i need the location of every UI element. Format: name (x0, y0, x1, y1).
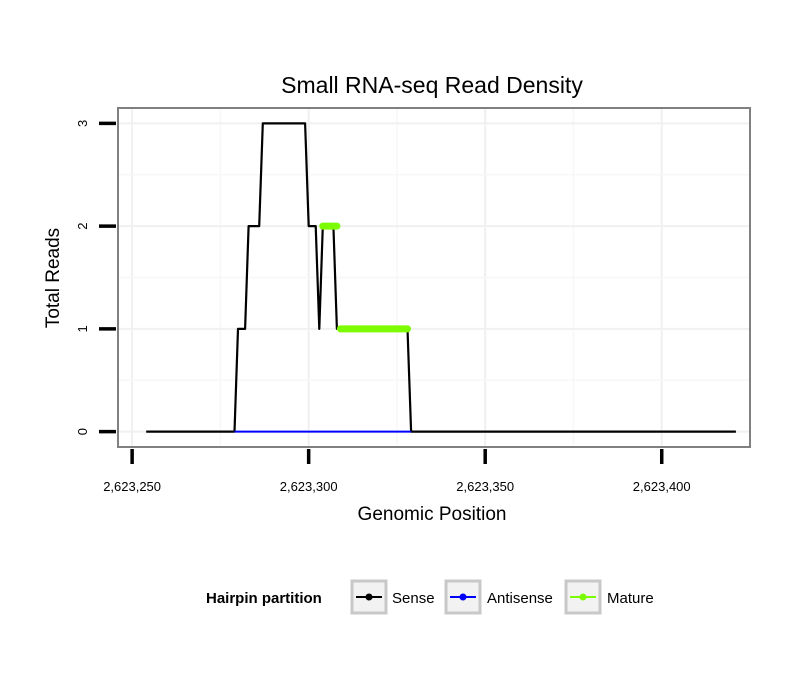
legend-key-point (365, 593, 373, 601)
series-layer (146, 122, 736, 433)
x-axis: 2,623,250 2,623,300 2,623,350 2,623,400 (103, 449, 691, 494)
plot-panel-border (117, 107, 751, 448)
y-tick-label: 2 (75, 222, 90, 229)
x-tick-label: 2,623,250 (103, 479, 161, 494)
legend-item-antisense: Antisense (444, 579, 553, 615)
y-tick-label: 3 (75, 120, 90, 127)
x-tick-label: 2,623,300 (280, 479, 338, 494)
grid-lines (118, 108, 751, 447)
legend-label: Antisense (487, 590, 553, 607)
y-tick-label: 0 (75, 428, 90, 435)
legend-key-point (459, 593, 467, 601)
x-axis-title: Genomic Position (358, 504, 507, 525)
legend-item-sense: Sense (350, 579, 435, 615)
legend: Hairpin partition Sense Antisense Mature (206, 579, 654, 615)
y-axis: 0 1 2 3 (75, 120, 116, 435)
legend-item-mature: Mature (564, 579, 654, 615)
legend-key-point (579, 593, 587, 601)
chart-title: Small RNA-seq Read Density (281, 72, 583, 98)
x-tick-label: 2,623,350 (456, 479, 514, 494)
legend-label: Mature (607, 590, 654, 607)
x-tick-label: 2,623,400 (633, 479, 691, 494)
legend-title: Hairpin partition (206, 590, 322, 607)
y-axis-title: Total Reads (43, 228, 64, 328)
legend-label: Sense (392, 590, 435, 607)
y-tick-label: 1 (75, 325, 90, 332)
